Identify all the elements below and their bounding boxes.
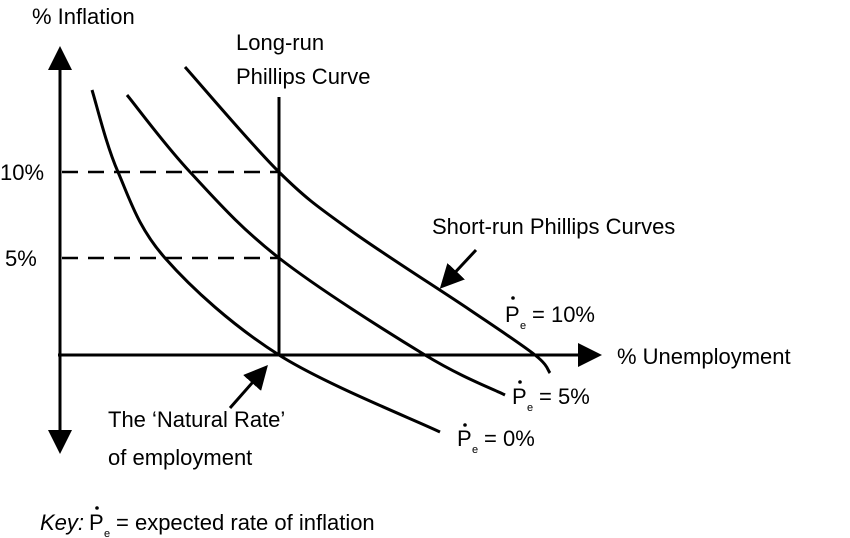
- subscript: e: [520, 320, 526, 332]
- dot-accent: [463, 423, 467, 427]
- short-run-curve-0pct: [90, 89, 441, 434]
- long-run-label-1: Long-run: [236, 30, 324, 55]
- equation: = 10%: [532, 302, 595, 327]
- long-run-label-2: Phillips Curve: [236, 64, 371, 89]
- x-axis-label: % Unemployment: [617, 344, 791, 369]
- y-tick-5: 5%: [5, 246, 37, 271]
- short-run-curve-10pct: [183, 65, 552, 374]
- symbol: P: [457, 426, 472, 451]
- symbol: P: [505, 302, 520, 327]
- curve-label-10pct: P e = 10%: [505, 296, 595, 332]
- subscript: e: [472, 444, 478, 456]
- subscript: e: [527, 402, 533, 414]
- equation: = 5%: [539, 384, 590, 409]
- y-tick-10: 10%: [0, 160, 44, 185]
- key: Key: P e = expected rate of inflation: [40, 506, 375, 538]
- key-subscript: e: [104, 528, 110, 538]
- key-symbol: P: [89, 510, 104, 535]
- natural-rate-arrow: [228, 365, 268, 409]
- dot-accent: [511, 296, 515, 300]
- natural-rate-label-1: The ‘Natural Rate’: [108, 407, 285, 432]
- natural-rate-label-2: of employment: [108, 445, 252, 470]
- short-run-label: Short-run Phillips Curves: [432, 214, 675, 239]
- curve-label-5pct: P e = 5%: [512, 380, 590, 414]
- y-axis-label: % Inflation: [32, 4, 135, 29]
- dot-accent: [518, 380, 522, 384]
- key-prefix: Key:: [40, 510, 84, 535]
- equation: = 0%: [484, 426, 535, 451]
- short-run-arrow: [439, 248, 478, 289]
- dot-accent: [95, 506, 99, 510]
- symbol: P: [512, 384, 527, 409]
- short-run-curve-5pct: [125, 94, 506, 397]
- curve-label-0pct: P e = 0%: [457, 423, 535, 456]
- key-text: = expected rate of inflation: [116, 510, 375, 535]
